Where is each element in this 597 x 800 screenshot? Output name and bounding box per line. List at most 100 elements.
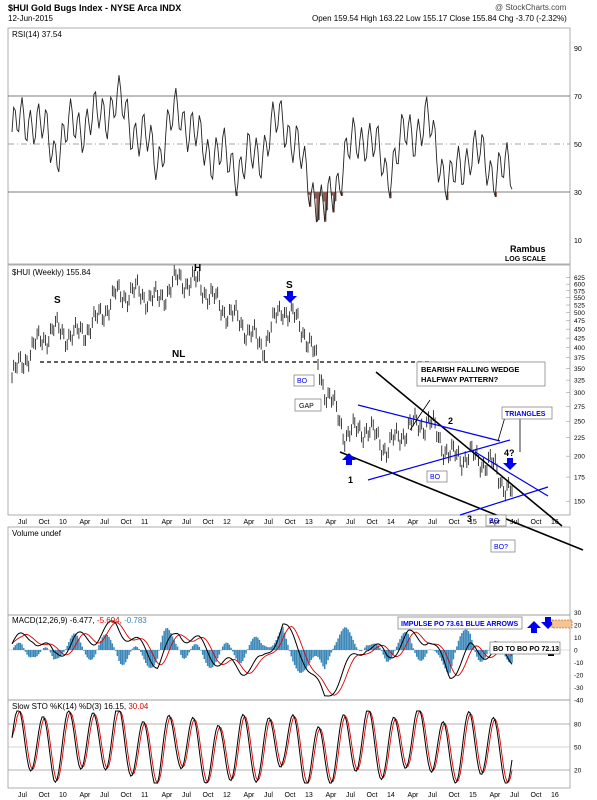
triangle2-lower [459, 486, 549, 516]
price-tick-475: 475 [574, 318, 585, 325]
blue-arrows [283, 291, 555, 633]
price-bars [11, 265, 513, 502]
macd-tick-0: 0 [574, 648, 578, 655]
sto-panel [7, 699, 571, 789]
label-s-right: S [286, 280, 293, 291]
x-label-26: 16 [551, 519, 559, 526]
bo-to-bo-box [489, 641, 561, 655]
price-label: $HUI (Weekly) 155.84 [12, 268, 91, 277]
bo2-label: BO [430, 474, 441, 481]
price-tick-625: 625 [574, 275, 585, 282]
bo2-box [426, 470, 448, 483]
triangle2-upper [474, 451, 549, 497]
x-label-bottom-11: Apr [244, 792, 256, 799]
volume-panel [7, 526, 571, 616]
x-label-21: Oct [449, 519, 460, 526]
x-label-bottom-3: Apr [80, 792, 92, 799]
arrow-down-s [283, 291, 297, 303]
x-label-10: 12 [223, 519, 231, 526]
price-tick-300: 300 [574, 390, 585, 397]
x-label-bottom-23: Apr [490, 792, 502, 799]
x-label-17: Oct [367, 519, 378, 526]
price-tick-150: 150 [574, 499, 585, 506]
bo1-box [293, 374, 315, 387]
x-label-6: 11 [141, 519, 148, 526]
price-tick-250: 250 [574, 419, 585, 426]
x-label-bottom-26: 16 [551, 792, 559, 799]
wedge-line1: BEARISH FALLING WEDGE [421, 365, 519, 374]
x-label-20: Jul [428, 519, 437, 526]
rsi-tick-10: 10 [574, 238, 582, 245]
rsi-tick-30: 30 [574, 190, 582, 197]
x-label-23: Apr [490, 519, 502, 526]
x-label-bottom-19: Apr [408, 792, 420, 799]
x-label-bottom-17: Oct [367, 792, 378, 799]
x-label-bottom-18: 14 [387, 792, 395, 799]
x-axis-labels: Jul Oct 10 Apr Jul Oct 11 Apr Jul Oct 12 Apr Jul Oct 1… [18, 519, 559, 526]
macd-label: MACD(12,26,9) -6.477, -5.694, -0.783 [12, 616, 147, 625]
x-label-bottom-10: 12 [223, 792, 231, 799]
price-tick-225: 225 [574, 435, 585, 442]
label-pt1: 1 [348, 475, 353, 485]
impulse-box [397, 616, 523, 630]
trendlines [339, 371, 584, 551]
x-label-bottom-20: Jul [428, 792, 437, 799]
x-label-bottom-24: Jul [510, 792, 519, 799]
rsi-tick-90: 90 [574, 46, 582, 53]
x-label-bottom-12: Jul [264, 792, 273, 799]
x-label-8: Jul [182, 519, 191, 526]
x-label-15: Apr [326, 519, 338, 526]
arrow-up-1 [342, 453, 356, 465]
macd-tick--30: -30 [574, 685, 584, 692]
x-label-9: Oct [203, 519, 214, 526]
wedge-box [416, 361, 546, 387]
x-label-5: Oct [121, 519, 132, 526]
price-tick-275: 275 [574, 404, 585, 411]
x-label-16: Jul [346, 519, 355, 526]
label-pt4: 4? [504, 448, 515, 458]
bo1-label: BO [297, 378, 308, 385]
price-tick-575: 575 [574, 288, 585, 295]
macd-y-ticks: 30 20 10 0 -10 -20 -30 -40 [574, 610, 584, 705]
price-tick-600: 600 [574, 282, 585, 289]
x-label-bottom-1: Oct [39, 792, 50, 799]
macd-label-main: MACD(12,26,9) -6.477, [12, 616, 95, 625]
gap-box [294, 398, 322, 412]
rsi-line [11, 75, 513, 223]
price-panel [7, 264, 571, 516]
bo-to-bo-label: BO TO BO PO 72.13 [493, 646, 559, 653]
label-head: H [194, 263, 201, 274]
wedge-upper-line [375, 371, 563, 527]
triangle1-lower [367, 439, 511, 481]
x-label-11: Apr [244, 519, 256, 526]
watermark: @ StockCharts.com [495, 3, 567, 12]
x-label-13: Oct [285, 519, 296, 526]
chart-title-text: $HUI Gold Bugs Index - NYSE Arca INDX [8, 3, 182, 13]
arrow-down-macd [541, 617, 555, 629]
sto-tick-80: 80 [574, 722, 582, 729]
sto-y-ticks: 80 50 20 [574, 722, 582, 775]
target-zone [551, 619, 573, 629]
x-label-14: 13 [305, 519, 313, 526]
x-label-2: 10 [59, 519, 67, 526]
macd-tick-10: 10 [574, 635, 582, 642]
x-axis-labels-bottom: Jul Oct 10 Apr Jul Oct 11 Apr Jul Oct 12 Apr Jul Oct 1… [18, 792, 559, 799]
rsi-tick-70: 70 [574, 94, 582, 101]
bo3-label: BO [489, 518, 500, 525]
x-label-bottom-22: 15 [469, 792, 477, 799]
label-s-left: S [54, 295, 61, 306]
scale-label: LOG SCALE [505, 256, 546, 263]
x-label-22: 15 [469, 519, 477, 526]
gap-label: GAP [299, 403, 314, 410]
x-label-24: Jul [510, 519, 519, 526]
x-label-12: Jul [264, 519, 273, 526]
macd-tick-30: 30 [574, 610, 582, 617]
credit-label: Rambus [510, 244, 546, 254]
sto-tick-20: 20 [574, 768, 582, 775]
x-label-bottom-16: Jul [346, 792, 355, 799]
price-tick-375: 375 [574, 355, 585, 362]
x-label-0: Jul [18, 519, 27, 526]
x-label-25: Oct [531, 519, 542, 526]
